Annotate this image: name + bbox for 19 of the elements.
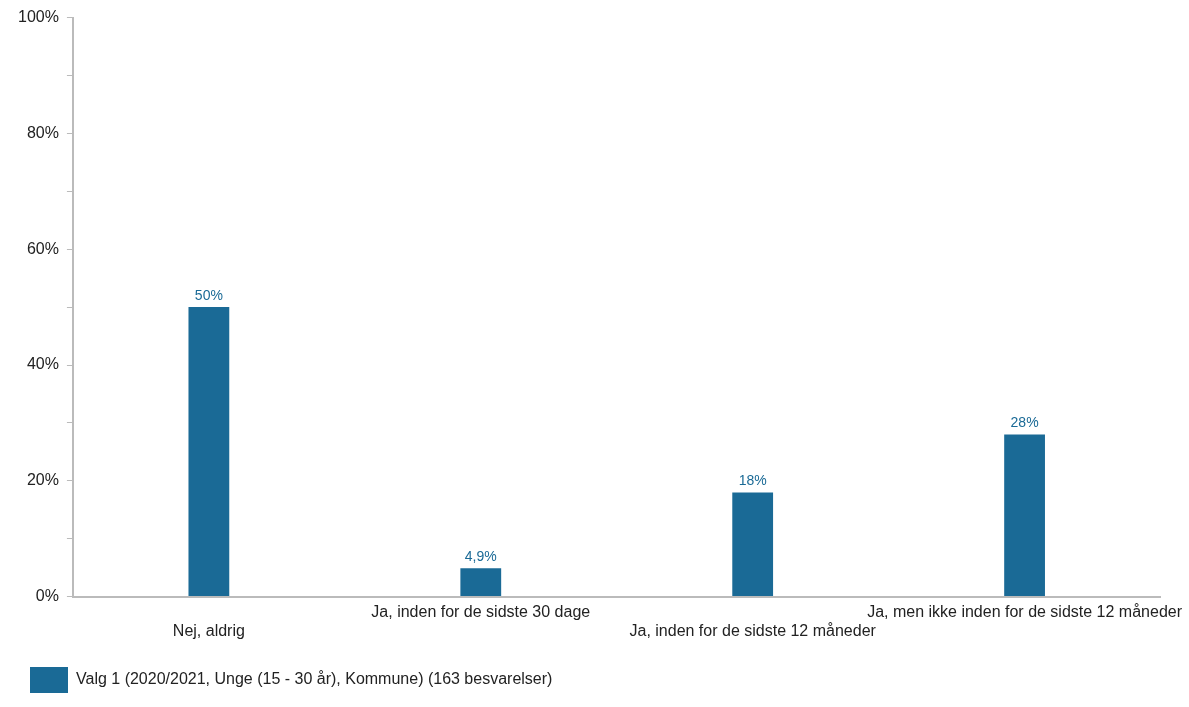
data-label: 28% xyxy=(1010,414,1039,431)
x-tick-label: Ja, inden for de sidste 12 måneder xyxy=(629,621,877,639)
bar xyxy=(460,568,502,597)
y-tick-label: 0% xyxy=(35,587,59,605)
y-tick-label: 60% xyxy=(26,239,59,257)
x-tick-label: Ja, inden for de sidste 30 dage xyxy=(371,602,591,620)
bar xyxy=(188,307,230,597)
y-tick-label: 80% xyxy=(26,123,59,141)
data-label: 4,9% xyxy=(464,548,497,565)
data-label: 18% xyxy=(738,472,767,489)
y-tick-label: 40% xyxy=(26,355,59,373)
legend-label: Valg 1 (2020/2021, Unge (15 - 30 år), Kommune) (163 besvarelser) xyxy=(76,670,553,688)
y-tick-label: 100% xyxy=(18,8,59,26)
bar xyxy=(1004,434,1045,597)
bar xyxy=(732,492,774,597)
x-tick-label: Ja, men ikke inden for de sidste 12 måneder xyxy=(867,602,1183,620)
y-tick-label: 20% xyxy=(26,471,59,489)
data-label: 50% xyxy=(194,286,223,303)
x-tick-label: Nej, aldrig xyxy=(172,621,245,639)
